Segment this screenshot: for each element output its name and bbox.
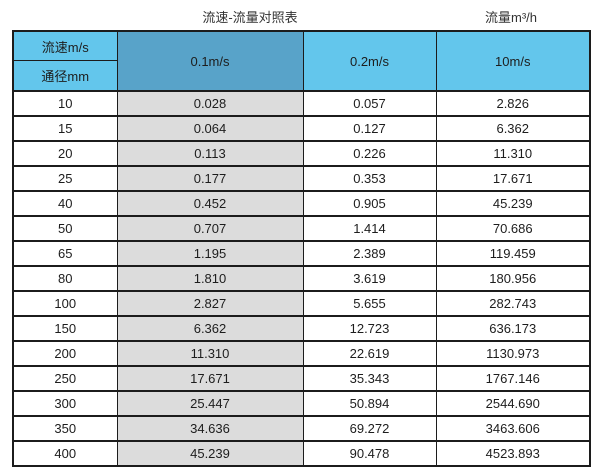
flow-cell-0-1ms: 2.827	[116, 290, 304, 317]
flow-cell-0-2ms: 0.226	[302, 140, 437, 167]
flow-cell-0-1ms: 0.452	[116, 190, 304, 217]
flow-cell-10ms: 1767.146	[435, 365, 591, 392]
column-header-0-1ms: 0.1m/s	[116, 30, 304, 92]
diameter-cell: 100	[12, 290, 118, 317]
flow-cell-0-2ms: 0.905	[302, 190, 437, 217]
flow-cell-0-1ms: 0.113	[116, 140, 304, 167]
flow-cell-0-2ms: 0.057	[302, 90, 437, 117]
flow-rate-table: 流速m/s 通径mm 0.1m/s 0.2m/s 10m/s 10 0.028 …	[12, 30, 591, 467]
flow-cell-10ms: 11.310	[435, 140, 591, 167]
flow-cell-10ms: 1130.973	[435, 340, 591, 367]
flow-cell-0-1ms: 17.671	[116, 365, 304, 392]
table-row: 25 0.177 0.353 17.671	[12, 165, 591, 192]
table-title: 流速-流量对照表	[202, 10, 298, 25]
flow-cell-0-1ms: 0.028	[116, 90, 304, 117]
velocity-axis-label: 流速m/s	[14, 32, 116, 61]
table-row: 65 1.195 2.389 119.459	[12, 240, 591, 267]
flow-cell-0-2ms: 35.343	[302, 365, 437, 392]
diameter-cell: 65	[12, 240, 118, 267]
diameter-cell: 15	[12, 115, 118, 142]
table-header: 流速m/s 通径mm 0.1m/s 0.2m/s 10m/s	[12, 30, 591, 92]
table-row: 20 0.113 0.226 11.310	[12, 140, 591, 167]
column-header-0-2ms: 0.2m/s	[302, 30, 437, 92]
table-body: 10 0.028 0.057 2.826 15 0.064 0.127 6.36…	[12, 90, 591, 467]
table-row: 10 0.028 0.057 2.826	[12, 90, 591, 117]
diameter-cell: 150	[12, 315, 118, 342]
flow-cell-0-1ms: 34.636	[116, 415, 304, 442]
flow-cell-0-2ms: 12.723	[302, 315, 437, 342]
table-row: 40 0.452 0.905 45.239	[12, 190, 591, 217]
diameter-cell: 300	[12, 390, 118, 417]
flow-cell-10ms: 2.826	[435, 90, 591, 117]
table-row: 100 2.827 5.655 282.743	[12, 290, 591, 317]
table-row: 200 11.310 22.619 1130.973	[12, 340, 591, 367]
diameter-cell: 80	[12, 265, 118, 292]
flow-cell-0-1ms: 6.362	[116, 315, 304, 342]
flow-cell-10ms: 17.671	[435, 165, 591, 192]
corner-header-cell: 流速m/s 通径mm	[12, 30, 118, 92]
flow-cell-10ms: 3463.606	[435, 415, 591, 442]
table-row: 50 0.707 1.414 70.686	[12, 215, 591, 242]
flow-cell-10ms: 70.686	[435, 215, 591, 242]
diameter-cell: 20	[12, 140, 118, 167]
flow-cell-0-2ms: 3.619	[302, 265, 437, 292]
table-row: 250 17.671 35.343 1767.146	[12, 365, 591, 392]
column-header-10ms: 10m/s	[435, 30, 591, 92]
table-row: 15 0.064 0.127 6.362	[12, 115, 591, 142]
flow-cell-0-2ms: 22.619	[302, 340, 437, 367]
flow-cell-0-1ms: 0.064	[116, 115, 304, 142]
table-row: 350 34.636 69.272 3463.606	[12, 415, 591, 442]
diameter-cell: 25	[12, 165, 118, 192]
flow-cell-0-1ms: 45.239	[116, 440, 304, 467]
flow-cell-0-2ms: 1.414	[302, 215, 437, 242]
diameter-cell: 250	[12, 365, 118, 392]
flow-cell-10ms: 6.362	[435, 115, 591, 142]
flow-cell-0-1ms: 11.310	[116, 340, 304, 367]
diameter-cell: 400	[12, 440, 118, 467]
flow-cell-10ms: 119.459	[435, 240, 591, 267]
flow-cell-10ms: 180.956	[435, 265, 591, 292]
flow-cell-0-2ms: 5.655	[302, 290, 437, 317]
flow-cell-0-1ms: 0.177	[116, 165, 304, 192]
flow-cell-10ms: 4523.893	[435, 440, 591, 467]
diameter-cell: 40	[12, 190, 118, 217]
flow-cell-0-2ms: 2.389	[302, 240, 437, 267]
diameter-cell: 350	[12, 415, 118, 442]
flow-cell-10ms: 45.239	[435, 190, 591, 217]
table-row: 400 45.239 90.478 4523.893	[12, 440, 591, 467]
flow-cell-10ms: 636.173	[435, 315, 591, 342]
table-row: 80 1.810 3.619 180.956	[12, 265, 591, 292]
flow-cell-0-2ms: 69.272	[302, 415, 437, 442]
diameter-axis-label: 通径mm	[14, 61, 116, 90]
flow-cell-0-1ms: 25.447	[116, 390, 304, 417]
diameter-cell: 50	[12, 215, 118, 242]
flow-unit-label: 流量m³/h	[484, 10, 538, 25]
flow-cell-0-1ms: 1.810	[116, 265, 304, 292]
flow-cell-0-1ms: 0.707	[116, 215, 304, 242]
table-row: 150 6.362 12.723 636.173	[12, 315, 591, 342]
flow-cell-0-2ms: 0.353	[302, 165, 437, 192]
diameter-cell: 10	[12, 90, 118, 117]
flow-cell-0-2ms: 90.478	[302, 440, 437, 467]
table-row: 300 25.447 50.894 2544.690	[12, 390, 591, 417]
flow-cell-0-2ms: 0.127	[302, 115, 437, 142]
diameter-cell: 200	[12, 340, 118, 367]
flow-cell-10ms: 2544.690	[435, 390, 591, 417]
flow-cell-0-1ms: 1.195	[116, 240, 304, 267]
title-band: 流速-流量对照表 流量m³/h	[0, 0, 600, 30]
flow-cell-0-2ms: 50.894	[302, 390, 437, 417]
flow-cell-10ms: 282.743	[435, 290, 591, 317]
